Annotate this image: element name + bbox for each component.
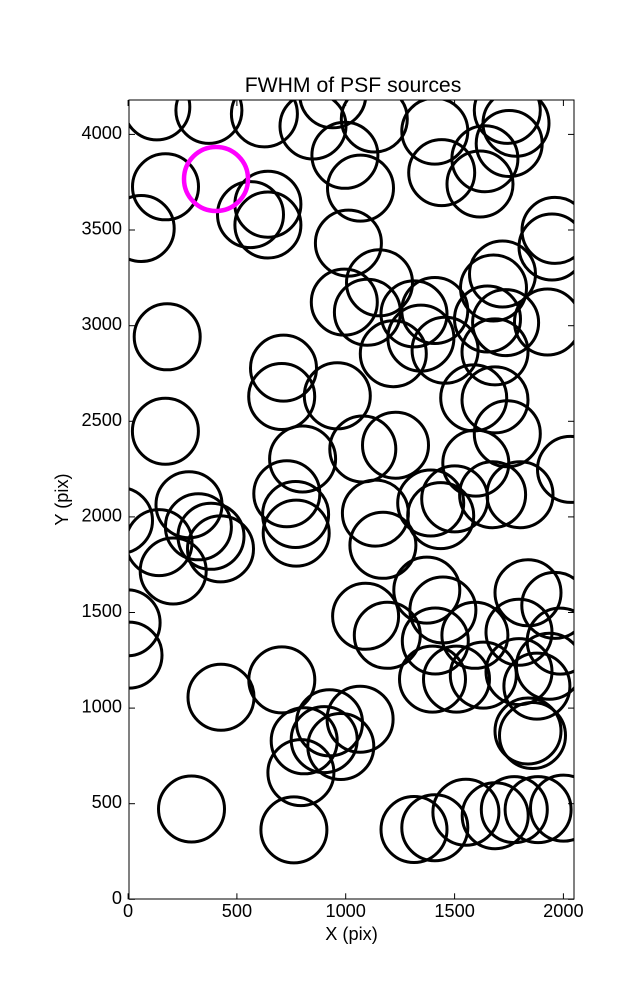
svg-text:1500: 1500 (82, 601, 122, 621)
svg-text:Y (pix): Y (pix) (52, 473, 72, 525)
svg-text:500: 500 (222, 901, 252, 921)
svg-text:1000: 1000 (325, 901, 365, 921)
svg-text:2000: 2000 (82, 505, 122, 525)
svg-text:1000: 1000 (82, 697, 122, 717)
svg-text:X (pix): X (pix) (325, 924, 378, 944)
svg-text:0: 0 (112, 888, 122, 908)
svg-text:2000: 2000 (543, 901, 583, 921)
svg-text:1500: 1500 (434, 901, 474, 921)
svg-text:0: 0 (123, 901, 133, 921)
svg-text:500: 500 (92, 792, 122, 812)
svg-text:4000: 4000 (82, 123, 122, 143)
svg-text:FWHM of PSF sources: FWHM of PSF sources (245, 74, 462, 97)
svg-text:3500: 3500 (82, 219, 122, 239)
svg-text:2500: 2500 (82, 410, 122, 430)
svg-text:3000: 3000 (82, 314, 122, 334)
